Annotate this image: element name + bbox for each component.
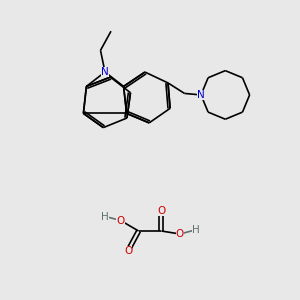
- Text: N: N: [197, 90, 205, 100]
- Text: H: H: [101, 212, 109, 222]
- Text: H: H: [192, 225, 200, 236]
- Text: N: N: [101, 67, 109, 77]
- Text: O: O: [157, 206, 166, 216]
- Text: O: O: [124, 245, 132, 256]
- Text: O: O: [176, 229, 184, 239]
- Text: O: O: [116, 215, 125, 226]
